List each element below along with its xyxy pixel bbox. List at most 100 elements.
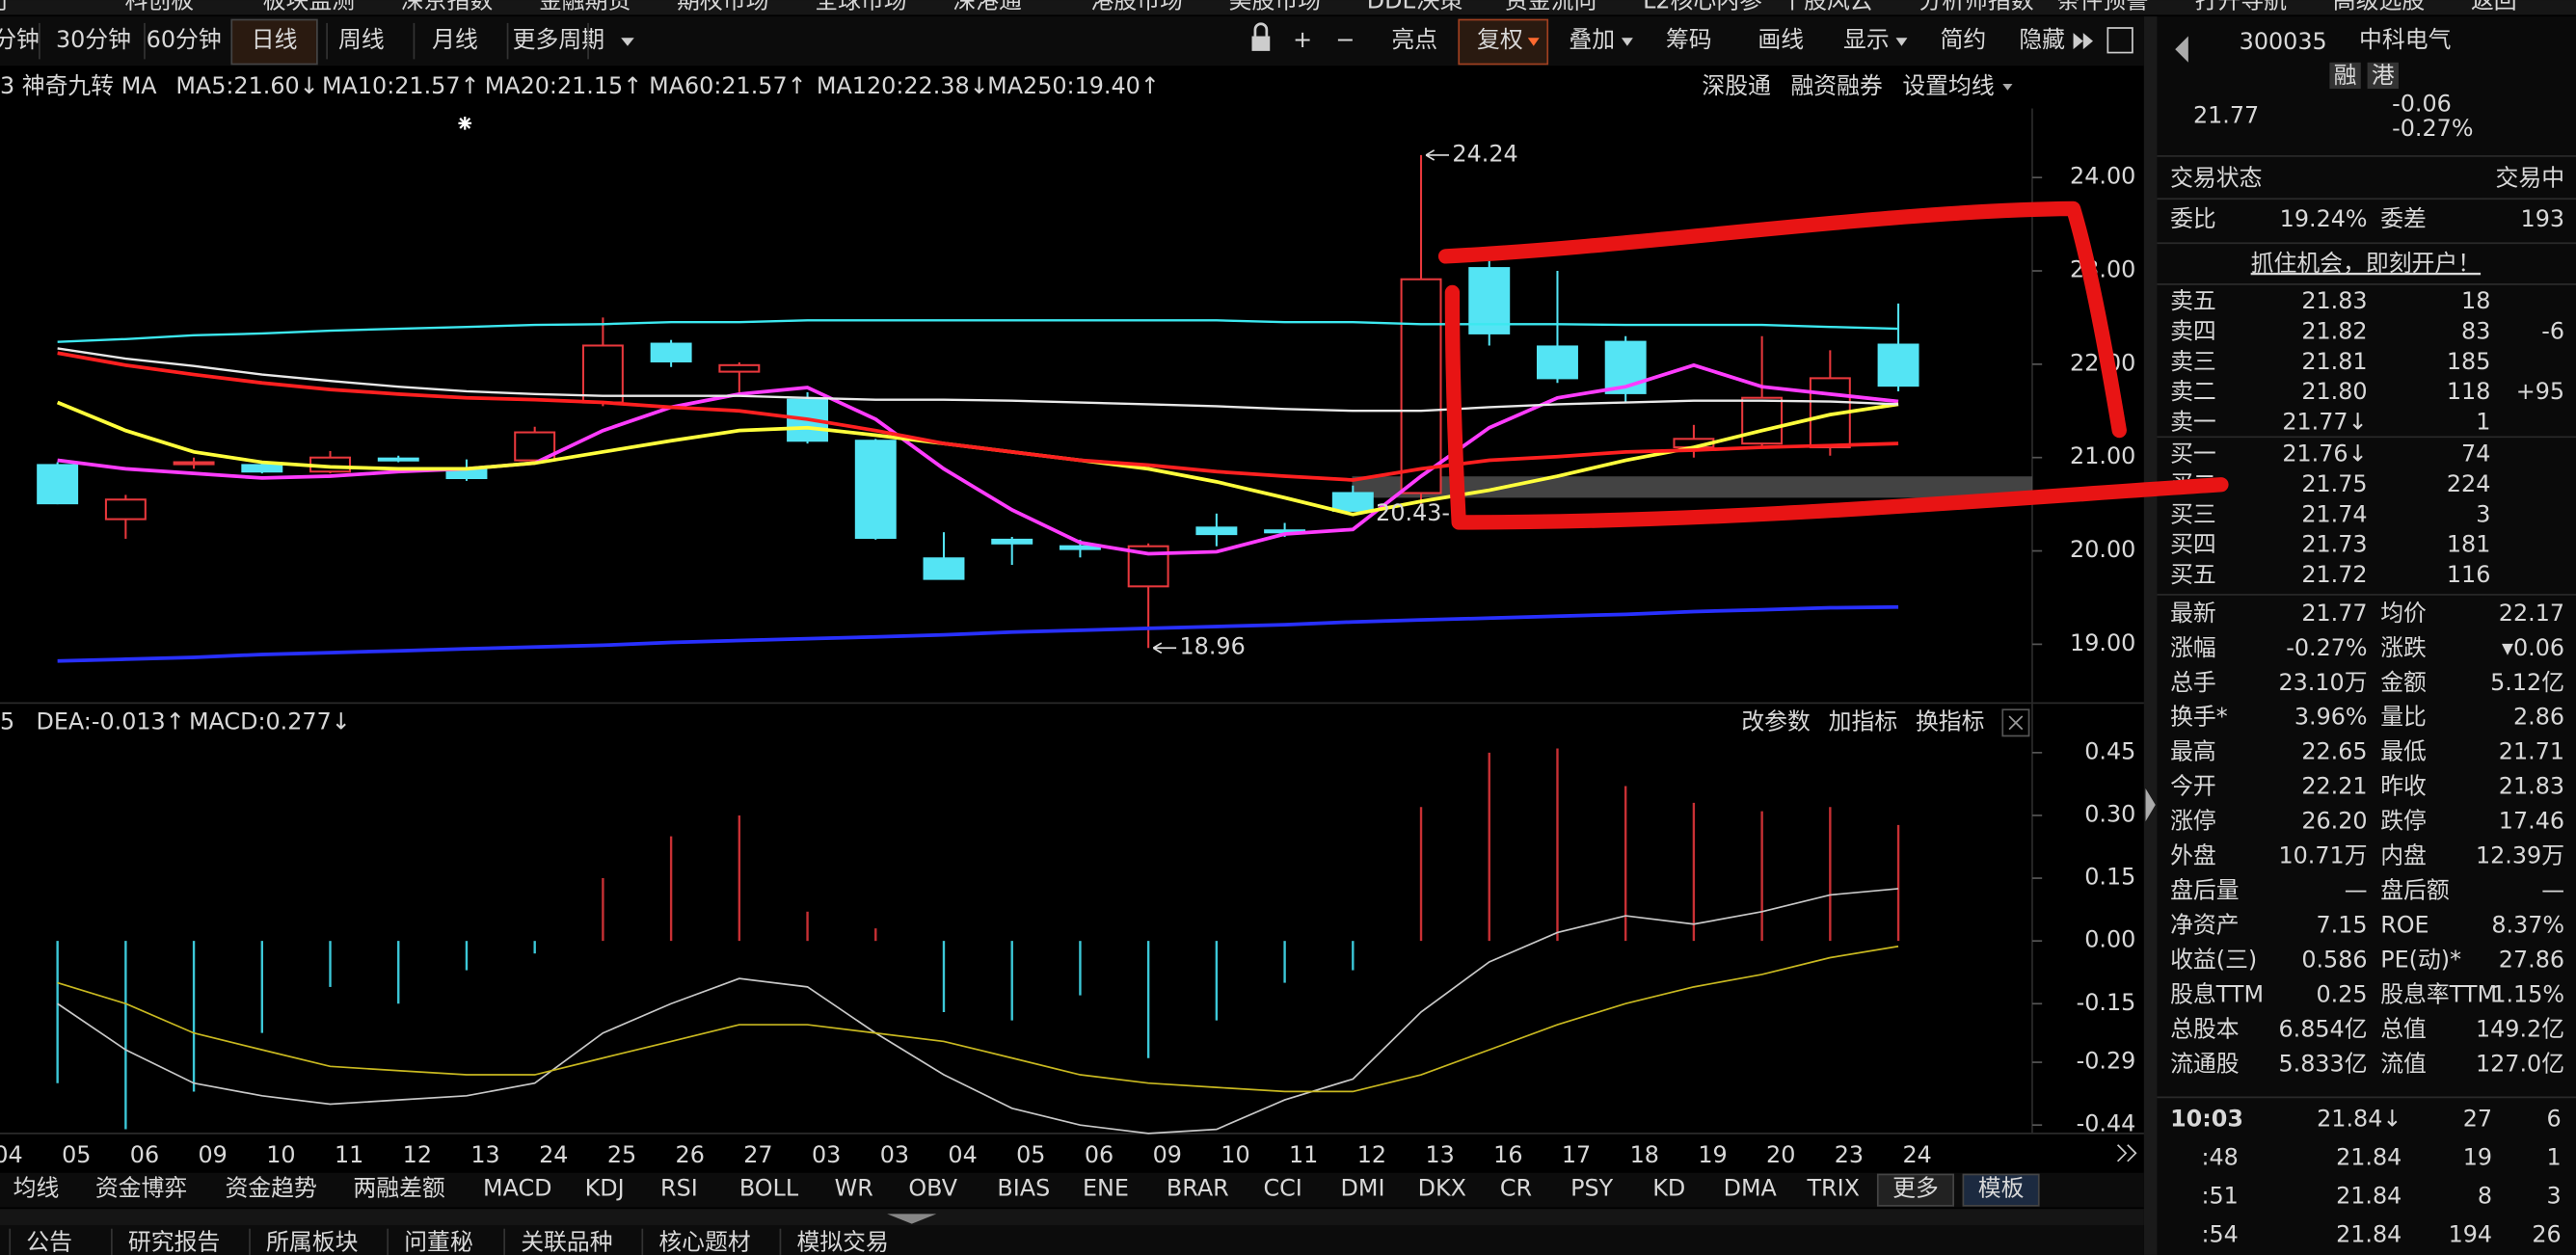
stat-label: 跌停 bbox=[2380, 808, 2427, 835]
indicator-tab[interactable]: DMI bbox=[1341, 1174, 1385, 1201]
indicator-tab[interactable]: 均线 bbox=[13, 1174, 60, 1201]
fullscreen-icon[interactable] bbox=[2106, 27, 2133, 54]
tool-button[interactable]: 简约 bbox=[1941, 26, 1987, 53]
menu-item[interactable]: 打开导航 bbox=[2195, 0, 2288, 13]
tool-button[interactable]: − bbox=[1335, 26, 1355, 53]
indicator-button[interactable] bbox=[1876, 1173, 1955, 1207]
indicator-tab[interactable]: WR bbox=[835, 1174, 873, 1201]
indicator-button[interactable] bbox=[1962, 1173, 2040, 1207]
book-volume: 118 bbox=[2447, 378, 2491, 405]
panel-splitter[interactable] bbox=[2143, 16, 2158, 1255]
splitter-arrow[interactable] bbox=[2145, 788, 2156, 822]
period-tab[interactable]: 月线 bbox=[432, 26, 478, 53]
bottom-tab[interactable]: 模拟交易 bbox=[796, 1229, 888, 1255]
indicator-tab[interactable]: RSI bbox=[660, 1174, 698, 1201]
tool-button[interactable]: 筹码 bbox=[1666, 26, 1712, 53]
panel-link[interactable]: 加指标 bbox=[1829, 708, 1898, 734]
period-tab[interactable]: 日线 bbox=[252, 26, 298, 53]
resize-bar[interactable] bbox=[0, 1209, 2144, 1226]
promo-link[interactable]: 抓住机会，即刻开户！ bbox=[2251, 250, 2481, 277]
indicator-button-label[interactable]: 更多 bbox=[1892, 1174, 1939, 1201]
y-tick-label: -0.29 bbox=[2077, 1048, 2136, 1075]
close-button[interactable] bbox=[2001, 708, 2030, 737]
bottom-tab[interactable]: 问董秘 bbox=[404, 1229, 473, 1255]
tick-price: 21.84 bbox=[2336, 1144, 2402, 1171]
stat-value: 1.15% bbox=[2491, 980, 2564, 1007]
candle-body bbox=[650, 342, 692, 362]
indicator-tab[interactable]: MACD bbox=[483, 1174, 551, 1201]
tool-button[interactable]: 画线 bbox=[1758, 26, 1804, 53]
menu-item[interactable]: 板块监测 bbox=[263, 0, 355, 13]
tool-button[interactable]: 显示 bbox=[1843, 26, 1890, 53]
bottom-tab[interactable]: 关联品种 bbox=[521, 1229, 612, 1255]
bottom-tab[interactable]: 所属板块 bbox=[266, 1229, 359, 1255]
menu-item[interactable]: 深京指数 bbox=[401, 0, 494, 13]
indicator-tab[interactable]: OBV bbox=[908, 1174, 957, 1201]
menu-item[interactable]: 条件预警 bbox=[2057, 0, 2149, 13]
resize-handle[interactable] bbox=[887, 1214, 937, 1224]
indicator-tab[interactable]: 两融差额 bbox=[353, 1174, 445, 1201]
bottom-tab[interactable]: 研究报告 bbox=[128, 1229, 220, 1255]
indicator-button-label[interactable]: 模板 bbox=[1978, 1174, 2025, 1201]
menu-item[interactable]: 港股市场 bbox=[1091, 0, 1183, 13]
dropdown-arrow bbox=[621, 38, 634, 46]
menu-item[interactable]: L2核心内参 bbox=[1643, 0, 1762, 13]
indicator-tab[interactable]: 资金博弈 bbox=[95, 1174, 187, 1201]
stat-label: 股息率TTM bbox=[2380, 980, 2497, 1007]
indicator-tab[interactable]: CR bbox=[1500, 1174, 1532, 1201]
indicator-tab[interactable]: BIAS bbox=[997, 1174, 1050, 1201]
menu-item[interactable]: 金融期货 bbox=[539, 0, 631, 13]
menu-item[interactable]: 美股市场 bbox=[1229, 0, 1321, 13]
indicator-tab[interactable]: CCI bbox=[1263, 1174, 1301, 1201]
ma-legend: MA10:21.57↑ bbox=[322, 72, 480, 99]
menu-item[interactable]: 分析师指数 bbox=[1919, 0, 2033, 13]
menu-item[interactable]: 行 bbox=[0, 0, 10, 13]
indicator-tab[interactable]: KDJ bbox=[585, 1174, 625, 1201]
indicator-tab[interactable]: DKX bbox=[1418, 1174, 1466, 1201]
menu-item[interactable]: 返回 bbox=[2471, 0, 2517, 13]
menu-item[interactable]: 深港通 bbox=[953, 0, 1022, 13]
period-tab[interactable]: 60分钟 bbox=[147, 26, 222, 53]
indicator-tab[interactable]: PSY bbox=[1570, 1174, 1614, 1201]
menu-item[interactable]: DDE决策 bbox=[1367, 0, 1463, 13]
menu-item[interactable]: 科创板 bbox=[125, 0, 195, 13]
period-tab[interactable]: 30分钟 bbox=[56, 26, 131, 53]
indicator-tab[interactable]: ENE bbox=[1083, 1174, 1129, 1201]
stat-value: 21.71 bbox=[2499, 738, 2564, 765]
chart-link[interactable]: 融资融券 bbox=[1790, 72, 1883, 99]
y-tick-label: 0.15 bbox=[2084, 864, 2135, 891]
close-x bbox=[2008, 715, 2024, 731]
indicator-tab[interactable]: KD bbox=[1652, 1174, 1685, 1201]
menu-item[interactable]: 期权市场 bbox=[677, 0, 768, 13]
tool-button[interactable]: 复权 bbox=[1477, 26, 1523, 53]
scroll-arrows[interactable] bbox=[2116, 1144, 2137, 1162]
period-tab[interactable]: 更多周期 bbox=[513, 26, 604, 53]
lock-icon[interactable] bbox=[1251, 36, 1271, 51]
tool-button[interactable]: 隐藏 bbox=[2019, 26, 2065, 53]
panel-link[interactable]: 换指标 bbox=[1916, 708, 1985, 734]
chart-link[interactable]: 深股通 bbox=[1702, 72, 1771, 99]
stat-value: 21.83 bbox=[2499, 773, 2564, 800]
bottom-tab[interactable]: 核心题材 bbox=[658, 1229, 750, 1255]
period-tab[interactable]: 分钟 bbox=[0, 26, 40, 53]
menu-item[interactable]: 全球市场 bbox=[815, 0, 906, 13]
book-label: 买一 bbox=[2170, 441, 2216, 467]
bottom-tab[interactable]: 公告 bbox=[26, 1229, 72, 1255]
period-tab[interactable]: 周线 bbox=[338, 26, 385, 53]
indicator-tab[interactable]: DMA bbox=[1724, 1174, 1778, 1201]
ma-legend: MA20:21.15↑ bbox=[485, 72, 643, 99]
tool-button[interactable]: 亮点 bbox=[1391, 26, 1437, 53]
book-label: 卖三 bbox=[2170, 348, 2216, 375]
back-arrow[interactable] bbox=[2175, 36, 2188, 63]
menu-item[interactable]: 个股风云 bbox=[1781, 0, 1872, 13]
indicator-tab[interactable]: 资金趋势 bbox=[225, 1174, 316, 1201]
indicator-tab[interactable]: TRIX bbox=[1806, 1174, 1860, 1201]
tool-button[interactable]: 叠加 bbox=[1569, 26, 1615, 53]
chart-link[interactable]: 设置均线 bbox=[1902, 72, 1994, 99]
menu-item[interactable]: 资金流向 bbox=[1505, 0, 1597, 13]
indicator-tab[interactable]: BRAR bbox=[1167, 1174, 1229, 1201]
menu-item[interactable]: 高级选股 bbox=[2333, 0, 2425, 13]
tool-button[interactable]: + bbox=[1293, 26, 1312, 53]
panel-link[interactable]: 改参数 bbox=[1741, 708, 1811, 734]
indicator-tab[interactable]: BOLL bbox=[739, 1174, 799, 1201]
